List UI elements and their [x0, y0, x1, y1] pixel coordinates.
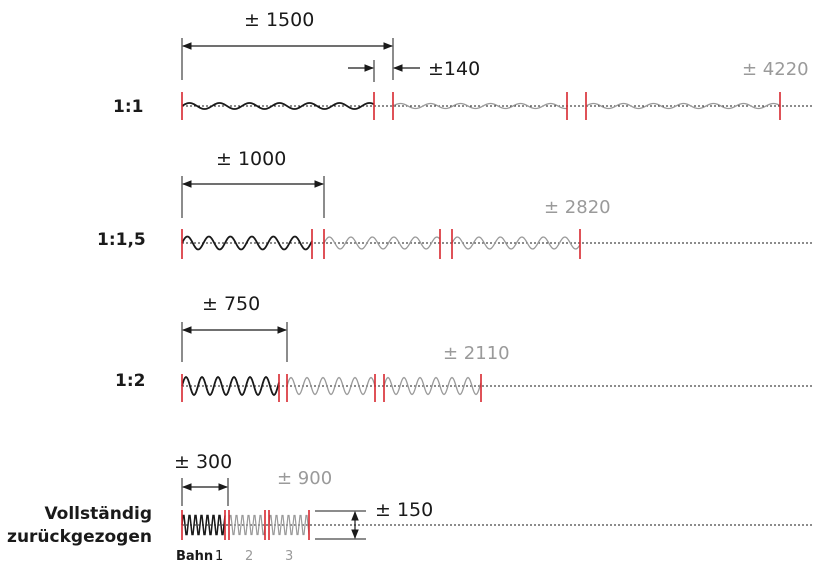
lane-number-3: 3 [285, 549, 293, 564]
row-label-1-1: 1:1 [113, 97, 143, 117]
row-label-retracted-line1: Vollständig [44, 504, 152, 524]
total-label-4220: ± 4220 [742, 59, 809, 80]
hose-wave-black [181, 514, 226, 536]
hose-wave-grey [323, 236, 441, 250]
hose-wave-grey [383, 376, 482, 396]
row-fully-retracted: Vollständig zurückgezogen ± 300 ± 900 ± … [7, 451, 812, 564]
hose-wave-grey [392, 102, 568, 110]
lane-number-1: 1 [215, 549, 223, 564]
dim-label-750: ± 750 [202, 293, 260, 315]
dim-label-1000: ± 1000 [216, 148, 286, 170]
row-label-1-1-5: 1:1,5 [97, 230, 146, 250]
total-label-2110: ± 2110 [443, 343, 510, 364]
gap-label-140: ±140 [428, 58, 480, 80]
hose-wave-grey [585, 102, 781, 110]
hose-wave-grey [451, 236, 581, 250]
total-label-900: ± 900 [277, 468, 332, 489]
hose-wave-grey [228, 514, 266, 536]
row-label-1-2: 1:2 [115, 371, 145, 391]
row-1-2: 1:2 ± 750 ± 2110 [115, 293, 812, 402]
total-label-2820: ± 2820 [544, 197, 611, 218]
hose-wave-black [181, 102, 375, 110]
dim-label-300: ± 300 [174, 451, 232, 473]
row-1-1-5: 1:1,5 ± 1000 ± 2820 [97, 148, 812, 259]
lane-label-bahn: Bahn [176, 549, 213, 564]
lane-number-2: 2 [245, 549, 253, 564]
hose-wave-grey [268, 514, 310, 536]
height-label-150: ± 150 [375, 499, 433, 521]
dim-label-1500: ± 1500 [244, 9, 314, 31]
row-1-1: 1:1 ± 1500 ±140 ± 4220 [113, 9, 812, 120]
row-label-retracted-line2: zurückgezogen [7, 527, 152, 547]
hose-wave-grey [286, 376, 376, 396]
hose-wave-black [181, 375, 280, 397]
hose-wave-black [181, 235, 313, 251]
